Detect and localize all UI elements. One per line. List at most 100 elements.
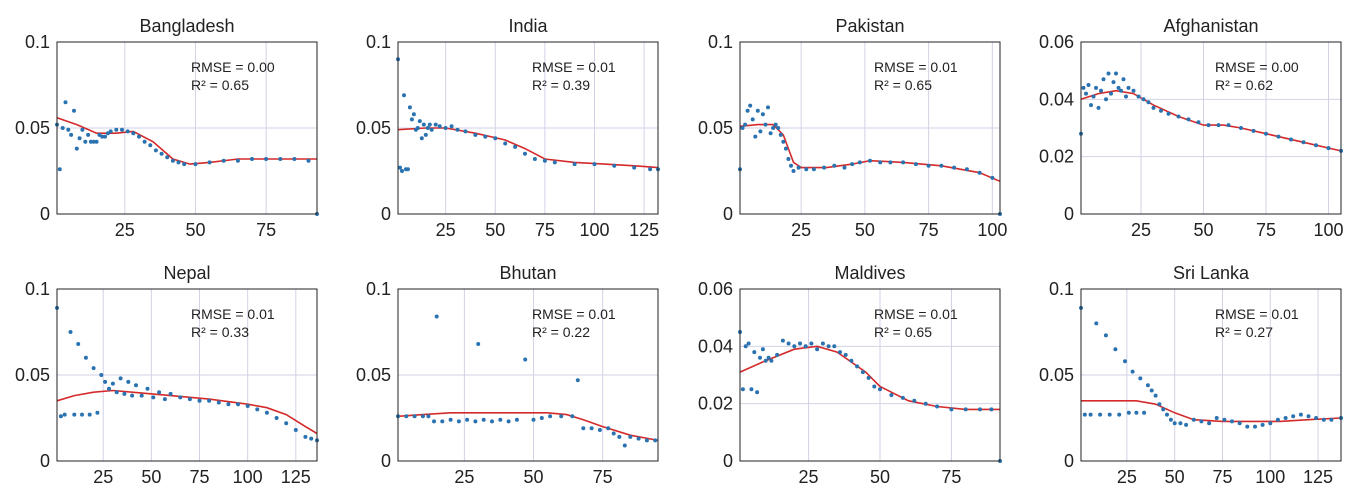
data-point xyxy=(1094,321,1099,326)
data-point xyxy=(429,127,434,132)
rmse-annotation: RMSE = 0.01 xyxy=(874,306,958,322)
data-point xyxy=(1117,412,1122,417)
data-point xyxy=(1206,123,1211,128)
data-point xyxy=(888,160,893,165)
data-point xyxy=(740,126,745,130)
data-point xyxy=(1104,97,1108,102)
data-point xyxy=(796,165,801,170)
panel-afghanistan: Afghanistan 0 0.02 0.04 0.06 25 50 75 100 RMSE = … xyxy=(1039,16,1344,240)
panel-title: Sri Lanka xyxy=(1173,263,1250,283)
data-point xyxy=(197,398,202,403)
r2-annotation: R² = 0.27 xyxy=(1215,324,1273,340)
data-point xyxy=(1222,417,1227,422)
data-point xyxy=(866,375,871,380)
data-point xyxy=(1196,120,1201,125)
data-point xyxy=(178,395,183,400)
data-point xyxy=(1124,94,1128,99)
data-point xyxy=(611,431,616,436)
x-tick-label: 50 xyxy=(185,220,205,240)
data-point xyxy=(448,417,453,422)
data-point xyxy=(226,402,231,407)
data-point xyxy=(80,127,85,132)
x-tick-label: 25 xyxy=(1131,220,1151,240)
data-point xyxy=(130,393,135,398)
data-point xyxy=(1230,419,1234,424)
rmse-annotation: RMSE = 0.01 xyxy=(532,306,616,322)
data-point xyxy=(463,129,468,134)
x-tick-label: 75 xyxy=(535,220,555,240)
x-tick-label: 125 xyxy=(281,467,311,487)
data-point xyxy=(1145,383,1150,388)
data-point xyxy=(1326,146,1331,151)
data-point xyxy=(648,167,653,172)
data-point xyxy=(417,119,422,124)
data-point xyxy=(773,122,778,127)
axes-box xyxy=(739,288,1001,462)
data-point xyxy=(145,386,150,391)
data-point xyxy=(1126,85,1131,90)
data-point xyxy=(182,162,187,167)
data-point xyxy=(768,131,773,136)
data-point xyxy=(69,132,74,137)
data-point xyxy=(473,419,478,424)
data-point xyxy=(1172,421,1177,426)
y-tick-label: 0.1 xyxy=(25,279,50,299)
data-point xyxy=(559,414,564,419)
data-point xyxy=(798,341,802,346)
data-point xyxy=(421,122,426,127)
data-point xyxy=(1121,77,1126,82)
y-tick-label: 0.06 xyxy=(1039,32,1074,52)
data-point xyxy=(843,352,848,357)
data-point xyxy=(964,167,969,172)
rmse-annotation: RMSE = 0.01 xyxy=(874,59,958,75)
data-point xyxy=(60,126,65,130)
panel-maldives: Maldives 0 0.02 0.04 0.06 25 50 75 RMSE = 0.01 R²… xyxy=(698,263,1002,487)
x-tick-label: 75 xyxy=(190,467,210,487)
data-point xyxy=(1268,421,1273,426)
rmse-annotation: RMSE = 0.01 xyxy=(532,59,616,75)
y-tick-label: 0 xyxy=(723,451,733,471)
x-tick-label: 125 xyxy=(629,220,659,240)
x-tick-label: 75 xyxy=(919,220,939,240)
data-point xyxy=(131,131,136,136)
y-tick-label: 0.1 xyxy=(366,279,391,299)
data-point xyxy=(400,169,404,173)
data-point xyxy=(74,146,79,151)
data-point xyxy=(433,122,438,127)
data-point xyxy=(110,381,115,386)
data-point xyxy=(811,167,816,172)
data-point xyxy=(72,108,76,113)
data-point xyxy=(107,386,111,391)
data-point xyxy=(1306,414,1311,419)
data-point xyxy=(1096,105,1101,110)
x-tick-label: 75 xyxy=(1212,467,1232,487)
data-point xyxy=(483,134,488,139)
panel-pakistan: Pakistan 0 0.05 0.1 25 50 75 100 RMSE = 0.01 R² =… xyxy=(698,16,1007,240)
data-point xyxy=(250,157,254,161)
data-point xyxy=(789,163,793,168)
data-point xyxy=(1081,85,1086,90)
data-point xyxy=(407,105,412,110)
data-point xyxy=(1253,424,1257,429)
data-point xyxy=(570,414,575,419)
data-point xyxy=(415,126,420,130)
data-point xyxy=(481,417,486,422)
data-point xyxy=(990,175,995,180)
data-point xyxy=(1214,416,1219,420)
data-point xyxy=(900,395,905,400)
data-point xyxy=(1239,126,1243,130)
data-point xyxy=(122,391,127,396)
data-point xyxy=(1321,417,1326,422)
x-tick-label: 100 xyxy=(233,467,263,487)
data-point xyxy=(1082,412,1087,417)
y-tick-label: 0.04 xyxy=(698,336,733,356)
data-point xyxy=(1283,416,1288,420)
rmse-annotation: RMSE = 0.01 xyxy=(191,306,275,322)
data-point xyxy=(165,155,170,160)
data-point xyxy=(103,379,108,384)
data-point xyxy=(1131,88,1136,93)
data-point xyxy=(83,139,88,144)
x-tick-label: 50 xyxy=(870,467,890,487)
data-point xyxy=(632,165,637,170)
